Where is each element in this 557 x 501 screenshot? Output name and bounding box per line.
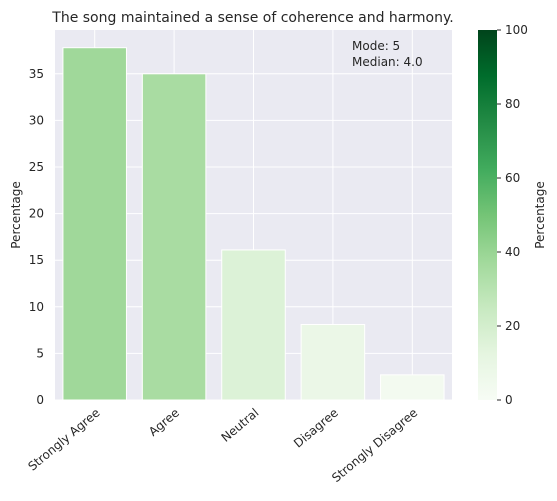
bar <box>222 250 286 400</box>
colorbar-tick-label: 0 <box>505 393 513 407</box>
x-tick-label: Agree <box>146 406 182 439</box>
colorbar-tick-label: 80 <box>505 97 520 111</box>
chart-title: The song maintained a sense of coherence… <box>51 10 453 26</box>
y-axis-label: Percentage <box>9 181 23 249</box>
y-tick-label: 0 <box>36 393 44 407</box>
y-tick-label: 10 <box>29 300 44 314</box>
y-tick-label: 5 <box>36 346 44 360</box>
y-tick-label: 35 <box>29 67 44 81</box>
x-axis-ticks: Strongly Agree Agree Neutral DisagreeStrong… <box>25 406 420 486</box>
y-tick-label: 25 <box>29 160 44 174</box>
colorbar-label: Percentage <box>533 181 547 249</box>
colorbar-tick-label: 60 <box>505 171 520 185</box>
colorbar-tick-label: 40 <box>505 245 520 259</box>
colorbar-tick-label: 20 <box>505 319 520 333</box>
y-tick-label: 15 <box>29 253 44 267</box>
x-tick-label: Strongly Disagree <box>329 406 420 486</box>
bar <box>381 375 445 400</box>
y-tick-label: 30 <box>29 113 44 127</box>
y-axis-ticks: 0 5 10 15 20 25 30 35 <box>29 67 44 407</box>
bar <box>301 325 365 400</box>
colorbar-tick-label: 100 <box>505 23 528 37</box>
annotation-mode: Mode: 5 <box>352 39 400 53</box>
bar <box>63 48 127 400</box>
bar <box>142 74 206 400</box>
colorbar <box>478 30 497 400</box>
annotation-median: Median: 4.0 <box>352 55 423 69</box>
x-tick-label: Strongly Agree <box>25 406 102 474</box>
x-tick-label: Neutral <box>218 406 261 445</box>
x-tick-label: Disagree <box>291 406 341 451</box>
colorbar-ticks: 0 20 40 60 80 100 <box>497 23 528 407</box>
y-tick-label: 20 <box>29 207 44 221</box>
